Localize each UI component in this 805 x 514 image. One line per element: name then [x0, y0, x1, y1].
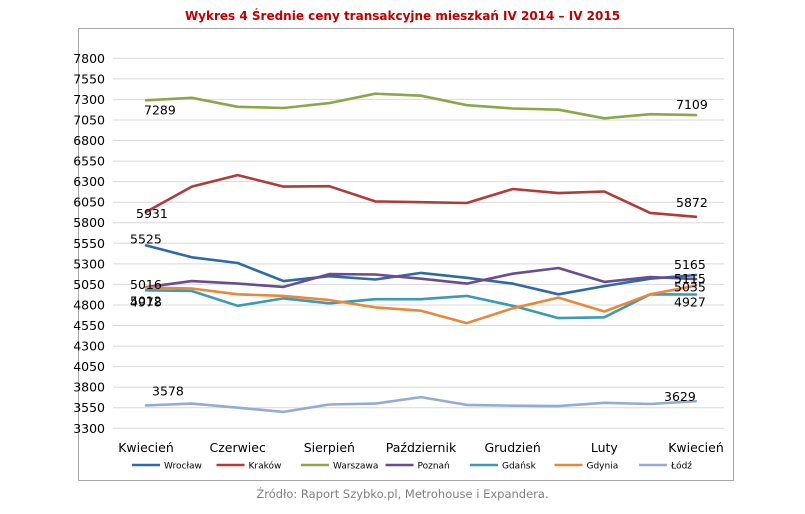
legend-label: Kraków [249, 461, 282, 472]
series-line-5 [144, 284, 698, 325]
data-label: 4978 [130, 294, 162, 309]
legend-label: Poznań [418, 462, 450, 472]
x-tick-label: Czerwiec [209, 440, 266, 455]
x-axis-tick-labels: Kwiecień Czerwiec Sierpień Październik Grudz… [118, 440, 724, 455]
y-tick-label: 3300 [73, 421, 105, 436]
data-label: 7289 [144, 102, 176, 117]
x-tick-label: Październik [386, 440, 457, 455]
data-label: 4927 [674, 295, 706, 310]
y-tick-label: 3800 [73, 380, 105, 395]
data-label: 5931 [136, 206, 168, 221]
y-tick-label: 7300 [73, 92, 105, 107]
y-tick-label: 5800 [73, 215, 105, 230]
series-line-2 [144, 92, 698, 120]
legend: Wrocław Kraków Warszawa Poznań Gdańsk Gdynia Ł… [132, 461, 692, 472]
series-line-6 [144, 395, 698, 414]
y-tick-label: 4050 [73, 359, 105, 374]
gridlines [113, 57, 724, 429]
data-label: 3629 [664, 389, 696, 404]
y-tick-label: 7800 [73, 51, 105, 66]
y-tick-label: 4800 [73, 297, 105, 312]
x-tick-label: Luty [591, 440, 619, 455]
legend-label: Wrocław [164, 462, 202, 472]
data-label: 5035 [674, 280, 706, 295]
series-line-4 [144, 288, 698, 320]
legend-label: Łódź [670, 461, 692, 472]
data-label: 5165 [674, 257, 706, 272]
legend-label: Gdańsk [502, 462, 537, 472]
data-label: 7109 [676, 97, 708, 112]
y-tick-label: 5550 [73, 236, 105, 251]
y-tick-label: 5300 [73, 256, 105, 271]
legend-label: Warszawa [333, 462, 378, 472]
x-tick-label: Kwiecień [668, 440, 724, 455]
y-tick-label: 3550 [73, 400, 105, 415]
legend-label: Gdynia [587, 462, 619, 472]
series-line-3 [144, 266, 698, 289]
data-label: 5872 [676, 195, 708, 210]
series-line-0 [144, 244, 698, 296]
y-tick-label: 4550 [73, 318, 105, 333]
y-tick-label: 7550 [73, 71, 105, 86]
y-tick-label: 6050 [73, 195, 105, 210]
y-tick-label: 5050 [73, 277, 105, 292]
y-tick-label: 6300 [73, 174, 105, 189]
series-line-1 [144, 173, 698, 219]
y-tick-label: 6550 [73, 154, 105, 169]
source-note: Źródło: Raport Szybko.pl, Metrohouse i E… [256, 487, 549, 501]
x-tick-label: Kwiecień [118, 440, 174, 455]
y-tick-label: 4300 [73, 339, 105, 354]
x-tick-label: Sierpień [304, 440, 355, 455]
data-label: 3578 [152, 383, 184, 398]
series-lines [144, 92, 698, 414]
y-axis-tick-labels: 7800 7550 7300 7050 6800 6550 6300 6050 5800 5550… [73, 51, 105, 436]
y-tick-label: 6800 [73, 133, 105, 148]
data-label: 5012 [130, 294, 162, 309]
data-label: 5016 [130, 277, 162, 292]
y-tick-label: 7050 [73, 112, 105, 127]
chart-title: Wykres 4 Średnie ceny transakcyjne miesz… [184, 9, 621, 23]
chart-frame [78, 28, 734, 481]
data-label: 5115 [674, 271, 706, 286]
x-tick-label: Grudzień [484, 440, 540, 455]
data-label: 5525 [130, 231, 162, 246]
